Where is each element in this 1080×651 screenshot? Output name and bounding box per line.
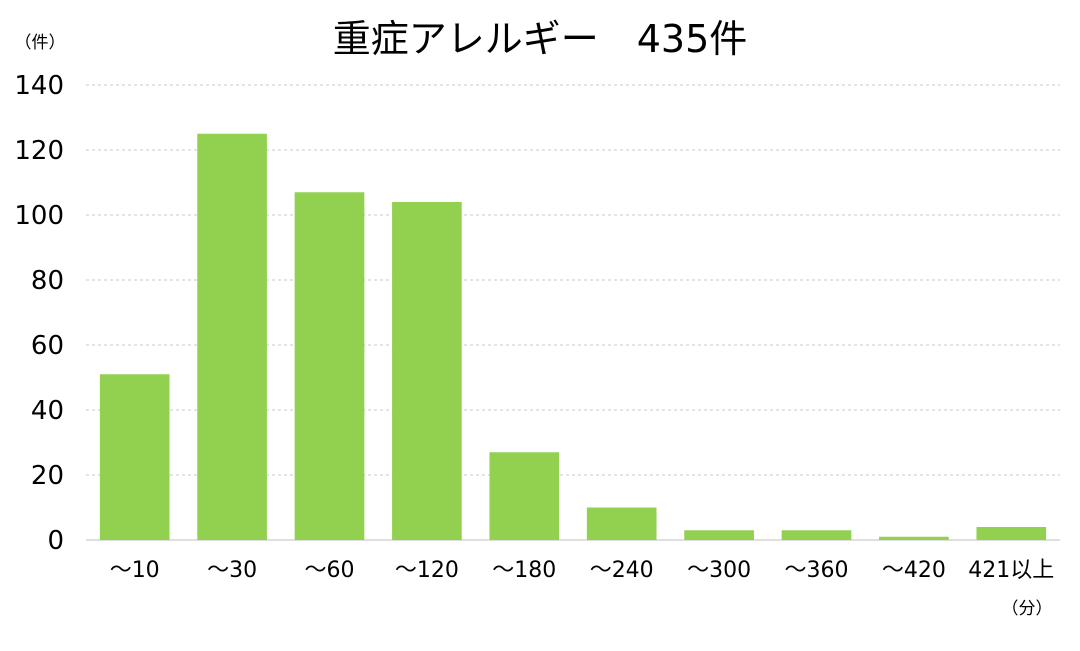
bars — [99, 133, 1047, 540]
bar — [392, 202, 462, 540]
x-tick-label: ～30 — [207, 558, 257, 583]
x-axis-unit-label: （分） — [1002, 599, 1053, 619]
y-tick-label: 60 — [31, 331, 64, 361]
bar — [976, 527, 1047, 540]
y-axis-unit-label: （件） — [15, 33, 66, 53]
bar — [99, 374, 170, 540]
x-tick-label: ～180 — [492, 558, 556, 583]
bar — [684, 530, 754, 540]
y-tick-label: 40 — [31, 396, 64, 426]
y-axis-ticks: 0 20 40 60 80 100 120 140 — [14, 71, 64, 556]
bar — [294, 192, 365, 540]
x-tick-label: ～300 — [687, 558, 751, 583]
bar — [489, 452, 560, 540]
y-tick-label: 120 — [14, 136, 64, 166]
y-tick-label: 20 — [31, 461, 64, 491]
y-tick-label: 100 — [14, 201, 64, 231]
bar — [781, 530, 852, 540]
bar — [879, 536, 949, 540]
x-tick-label: 421以上 — [968, 558, 1054, 583]
x-tick-label: ～120 — [395, 558, 459, 583]
x-tick-label: ～60 — [305, 558, 355, 583]
x-tick-label: ～240 — [590, 558, 654, 583]
bar — [197, 133, 267, 540]
x-tick-label: ～360 — [785, 558, 849, 583]
y-tick-label: 140 — [14, 71, 64, 101]
bar — [586, 507, 657, 540]
x-axis-ticks: ～10 ～30 ～60 ～120 ～180 ～240 ～300 ～360 ～420 421以上 — [110, 558, 1055, 583]
x-tick-label: ～420 — [882, 558, 946, 583]
chart-title: 重症アレルギー 435件 — [333, 17, 748, 61]
x-tick-label: ～10 — [110, 558, 160, 583]
y-tick-label: 0 — [47, 526, 64, 556]
y-tick-label: 80 — [31, 266, 64, 296]
